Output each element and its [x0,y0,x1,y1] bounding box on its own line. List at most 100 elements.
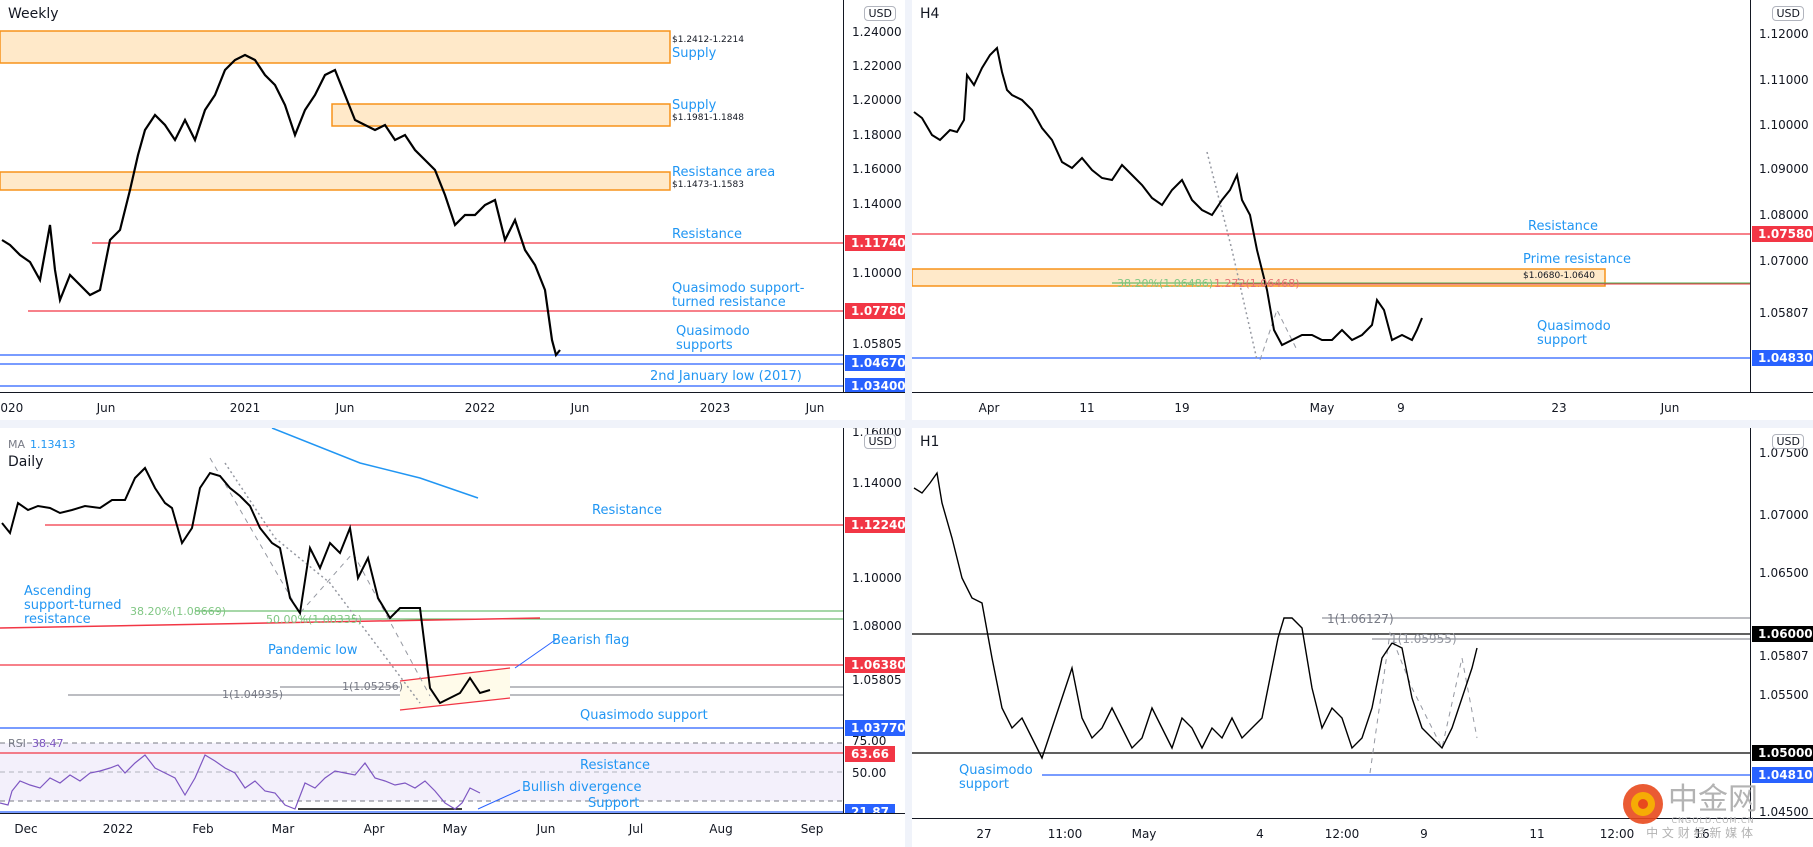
weekly-plot[interactable]: Weekly $1.2412-1.2214 Supply Supply $1.1… [0,0,843,392]
x-tick: 12:00 [1599,827,1635,841]
y-tick: 1.10000 [852,571,902,585]
daily-price-axis[interactable]: 1.16000 USD 1.14000 1.10000 1.08000 1.12… [843,428,905,820]
x-tick: 12:00 [1324,827,1360,841]
h4-price-axis[interactable]: USD 1.12000 1.11000 1.10000 1.09000 1.08… [1750,0,1813,392]
y-tick: 1.12000 [1759,27,1809,41]
y-tick: 1.08000 [1759,208,1809,222]
x-tick: 4 [1256,827,1264,841]
weekly-qm-supports-price-tag: 1.04670 [845,355,905,371]
currency-badge[interactable]: USD [1772,434,1804,449]
y-tick: 1.10000 [852,266,902,280]
h4-fib-1272-label: 1.272(1.06468) [1214,277,1300,290]
rsi-indicator-label: RSI [8,737,26,750]
x-tick: 9 [1397,401,1405,415]
y-tick: 1.10000 [1759,118,1809,132]
daily-fib-382-label: 38.20%(1.08669) [130,605,227,618]
h4-resistance-price-tag: 1.07580 [1752,226,1813,242]
daily-last-price: 1.05805 [852,673,902,687]
x-tick: 2020 [0,401,24,415]
rsi-resistance-tag: 63.66 [845,746,895,762]
rsi-support-label: Support [588,796,640,811]
h1-ext-2-label: 1(1.05955) [1390,632,1457,646]
y-tick: 1.16000 [852,162,902,176]
h4-plot[interactable]: H4 Resistance Prime resistance $1.0680-1… [912,0,1750,392]
currency-badge[interactable]: USD [864,6,896,21]
rsi-indicator-value: 38.47 [32,737,64,750]
x-tick: Aug [709,822,733,836]
daily-qm-support-label: Quasimodo support [580,708,708,723]
weekly-zone-1-range: $1.2412-1.2214 [672,35,744,45]
daily-ascending-label-1: Ascending [24,584,92,599]
weekly-zone-2-range: $1.1981-1.1848 [672,113,744,123]
x-tick: Dec [14,822,38,836]
x-tick: Feb [192,822,214,836]
weekly-qm-turned-label-2: turned resistance [672,295,786,310]
y-tick: 1.06500 [1759,566,1809,580]
x-tick: 11 [1079,401,1095,415]
weekly-resistance-label: Resistance [672,227,743,242]
weekly-qm-turned-price-tag: 1.07780 [845,303,905,319]
h1-round-106-tag: 1.06000 [1752,626,1813,642]
h1-time-axis[interactable]: 27 11:00 May 4 12:00 9 11 12:00 16 [912,818,1813,847]
x-tick: May [1309,401,1335,415]
weekly-time-axis[interactable]: 2020 Jun 2021 Jun 2022 Jun 2023 Jun [0,392,905,420]
weekly-title: Weekly [8,6,59,22]
h1-qm-support-price-tag: 1.04810 [1752,767,1813,783]
daily-panel[interactable]: MA 1.13413 Daily Resistance Ascending su… [0,428,905,847]
currency-badge[interactable]: USD [864,434,896,449]
daily-plot[interactable]: MA 1.13413 Daily Resistance Ascending su… [0,428,843,733]
h4-fib-382-label: 38.20%(1.06486) [1117,277,1214,290]
ma-indicator-label: MA [8,438,26,451]
daily-ext-2-label: 1(1.05256) [342,680,404,693]
weekly-qm-turned-label-1: Quasimodo support- [672,281,805,296]
ma-indicator-value: 1.13413 [30,438,76,451]
weekly-jan-low-price-tag: 1.03400 [845,378,905,394]
weekly-resistance-price-tag: 1.11740 [845,235,905,251]
watermark: 中金网 CNGOLD.COM.CN [1622,783,1758,825]
weekly-last-price: 1.05805 [852,337,902,351]
x-tick: 11 [1529,827,1545,841]
daily-time-axis[interactable]: Dec 2022 Feb Mar Apr May Jun Jul Aug Sep [0,813,905,847]
x-tick: Jun [536,822,556,836]
h4-prime-resistance-range: $1.0680-1.0640 [1523,271,1595,281]
x-tick: 2022 [464,401,496,415]
daily-qm-support-price-tag: 1.03770 [845,720,905,736]
x-tick: 9 [1420,827,1428,841]
weekly-price-axis[interactable]: USD 1.24000 1.22000 1.20000 1.18000 1.16… [843,0,905,394]
daily-ascending-label-3: resistance [24,612,91,627]
h1-price-axis[interactable]: 1.07500 USD 1.07000 1.06500 1.06000 1.05… [1750,428,1813,819]
x-tick: 27 [976,827,992,841]
h4-panel[interactable]: H4 Resistance Prime resistance $1.0680-1… [912,0,1813,420]
h1-qm-support-label-1: Quasimodo [959,763,1033,778]
y-tick: 1.09000 [1759,162,1809,176]
rsi-resistance-label: Resistance [580,758,651,773]
x-tick: 11:00 [1047,827,1083,841]
currency-badge[interactable]: USD [1772,6,1804,21]
daily-title: Daily [8,454,44,470]
x-tick: 16 [1694,827,1710,841]
h4-time-axis[interactable]: Apr 11 19 May 9 23 Jun [912,392,1813,420]
weekly-zone-3-range: $1.1473-1.1583 [672,180,744,190]
x-tick: May [1131,827,1157,841]
h1-chart-canvas [912,471,1750,776]
h1-round-105-tag: 1.05000 [1752,745,1813,761]
rsi-pane[interactable]: RSI 38.47 Resistance Bullish divergence … [0,733,843,813]
daily-fib-50-label: 50.00%(1.08335) [266,613,363,626]
y-tick: 1.07000 [1759,254,1809,268]
y-tick: 1.18000 [852,128,902,142]
x-tick: 2023 [699,401,731,415]
y-tick: 1.16000 [852,428,902,439]
x-tick: Mar [271,822,295,836]
watermark-logo-icon [1623,784,1663,824]
daily-pandemic-low-label: Pandemic low [268,643,358,658]
daily-resistance-label: Resistance [592,503,663,518]
h1-plot[interactable]: H1 1(1.06127) 1(1.05955) Quasimodo suppo… [912,428,1750,818]
y-tick: 1.04500 [1759,805,1809,819]
y-tick: 1.20000 [852,93,902,107]
weekly-qm-supports-label-1: Quasimodo [676,324,750,339]
ma-line [271,428,479,499]
h1-panel[interactable]: H1 1(1.06127) 1(1.05955) Quasimodo suppo… [912,428,1813,847]
weekly-panel[interactable]: Weekly $1.2412-1.2214 Supply Supply $1.1… [0,0,905,420]
daily-ext-1-label: 1(1.04935) [222,688,284,701]
rsi-tick: 50.00 [852,766,887,780]
